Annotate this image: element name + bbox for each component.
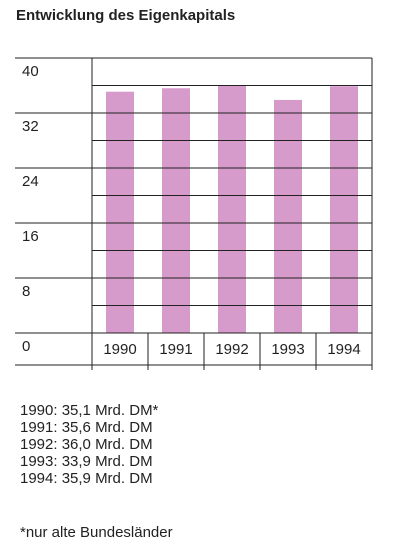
footnote: *nur alte Bundesländer	[20, 524, 173, 541]
y-tick-label: 32	[22, 118, 39, 135]
bar	[218, 85, 246, 333]
x-tick-label: 1990	[103, 341, 136, 358]
bar	[274, 99, 302, 333]
bar	[106, 91, 134, 333]
note: 1990: 35,1 Mrd. DM*	[20, 402, 159, 419]
note: 1993: 33,9 Mrd. DM	[20, 453, 153, 470]
x-tick-label: 1992	[215, 341, 248, 358]
y-tick-label: 16	[22, 228, 39, 245]
x-tick-label: 1994	[327, 341, 360, 358]
x-tick-label: 1993	[271, 341, 304, 358]
y-tick-label: 0	[22, 338, 30, 355]
x-tick-label: 1991	[159, 341, 192, 358]
note: 1992: 36,0 Mrd. DM	[20, 436, 153, 453]
y-tick-label: 24	[22, 173, 39, 190]
chart-title: Entwicklung des Eigenkapitals	[16, 7, 235, 24]
note: 1994: 35,9 Mrd. DM	[20, 470, 153, 487]
y-tick-label: 40	[22, 63, 39, 80]
note: 1991: 35,6 Mrd. DM	[20, 419, 153, 436]
y-tick-label: 8	[22, 283, 30, 300]
bar	[162, 88, 190, 333]
bar	[330, 86, 358, 333]
